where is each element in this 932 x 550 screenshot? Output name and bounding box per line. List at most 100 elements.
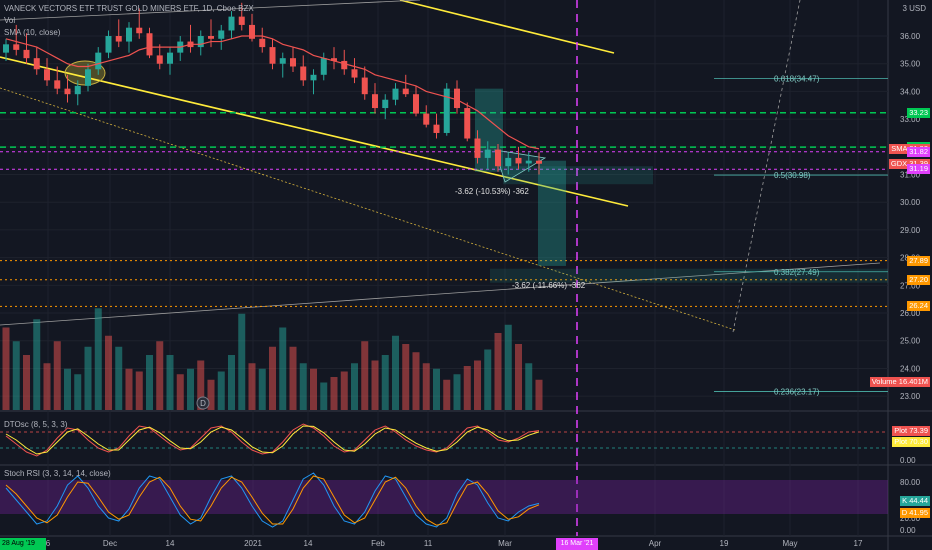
cursor-date-tag: 16 Mar '21 xyxy=(556,538,598,550)
candle-body xyxy=(413,94,419,114)
stoch-tag: D 41.95 xyxy=(899,507,930,518)
candle-body xyxy=(331,58,337,61)
price-tag: 27.20 xyxy=(907,274,930,285)
dtosc-title[interactable]: DTOsc (8, 5, 3, 3) xyxy=(4,420,68,429)
dtosc-legend[interactable]: DTOsc (8, 5, 3, 3) xyxy=(4,420,67,429)
volume-bar xyxy=(320,382,328,410)
volume-bar xyxy=(422,363,430,410)
volume-bar xyxy=(330,377,338,410)
price-tag: GDX 31.39 xyxy=(888,158,930,169)
candle-body xyxy=(23,49,30,59)
left-date-tag: 28 Aug '19 xyxy=(0,538,46,550)
stoch-tick: 0.00 xyxy=(900,526,916,535)
currency-label: 3 USD xyxy=(902,4,926,13)
price-tag: 31.19 xyxy=(907,164,930,175)
volume-bar xyxy=(351,363,358,410)
candle-body xyxy=(341,60,348,70)
earnings-marker xyxy=(196,396,210,410)
candle-body xyxy=(310,74,317,81)
drawing-tools[interactable]: 0.618(34.47) 0.5(30.98) 0.382(27.49) 0.236(… xyxy=(0,0,888,536)
volume-bar xyxy=(248,363,256,410)
axes: 36.0035.0034.0033.0032.0031.0030.0029.00… xyxy=(46,32,921,548)
vol-legend[interactable]: Vol xyxy=(4,16,15,25)
candle-body xyxy=(402,88,409,95)
candle-body xyxy=(290,58,296,67)
volume-bar xyxy=(125,368,133,410)
candle-body xyxy=(95,52,102,70)
candle-body xyxy=(33,58,40,70)
candle-body xyxy=(3,44,9,53)
volume-bar xyxy=(412,352,420,410)
candle-body xyxy=(44,69,50,81)
x-tick-label: 19 xyxy=(720,539,729,548)
candle-body xyxy=(64,88,71,95)
candle-body xyxy=(443,88,450,133)
fib-level-label: 0.236(23.17) xyxy=(774,387,820,396)
volume-bar xyxy=(279,327,287,410)
x-tick-label: 11 xyxy=(424,539,433,548)
volume-bar xyxy=(74,374,82,410)
volume-bar xyxy=(402,344,410,410)
volume-tag: Volume 16.401M xyxy=(869,377,930,387)
candle-body xyxy=(105,36,112,53)
candle-body xyxy=(13,44,20,50)
candle-body xyxy=(423,113,430,125)
price-tick-label: 24.00 xyxy=(900,364,921,373)
fib-level-label: 0.382(27.49) xyxy=(774,268,820,277)
volume-bar xyxy=(433,368,440,410)
channel-line-low xyxy=(0,262,881,326)
volume-bar xyxy=(238,313,246,410)
stoch-title[interactable]: Stoch RSI (3, 3, 14, 14, close) xyxy=(4,469,111,478)
price-tick-label: 34.00 xyxy=(900,87,921,96)
volume-bar xyxy=(371,360,379,410)
price-tick-label: 35.00 xyxy=(900,60,921,69)
candle-body xyxy=(351,69,358,78)
volume-bar xyxy=(535,379,543,410)
volume-bar xyxy=(33,319,41,410)
candle-body xyxy=(320,58,327,75)
candle-body xyxy=(197,36,204,48)
dtosc-tag: Plot 73.39 xyxy=(892,425,930,436)
volume-bar xyxy=(156,341,164,410)
candle-body xyxy=(536,160,542,164)
fib-trend-line xyxy=(732,0,801,333)
volume-bar xyxy=(361,341,369,410)
volume-bar xyxy=(515,344,522,410)
channel-line-high xyxy=(0,0,421,21)
candle-body xyxy=(228,16,235,31)
volume-bar xyxy=(269,346,276,410)
price-tag: 26.24 xyxy=(907,301,930,312)
stoch-tag: K 44.44 xyxy=(900,496,930,507)
measure-range xyxy=(503,166,653,185)
volume-bar xyxy=(443,379,451,410)
price-tag: 27.89 xyxy=(907,255,930,266)
dtosc-k-line xyxy=(5,423,540,457)
candle-body xyxy=(238,16,245,25)
stoch-band xyxy=(0,480,888,514)
vol-label[interactable]: Vol xyxy=(4,16,16,25)
volume-bar xyxy=(135,371,143,410)
oscillator-panes xyxy=(0,423,888,528)
sma-legend[interactable]: SMA (10, close) xyxy=(4,28,60,37)
dtosc-tick: 0.00 xyxy=(900,456,916,465)
price-tick-label: 33.00 xyxy=(900,115,921,124)
x-tick-label: 2021 xyxy=(244,539,262,548)
candle-body xyxy=(249,24,255,39)
earnings-marker-label: D xyxy=(200,399,206,408)
x-tick-label: May xyxy=(782,539,797,548)
symbol-legend[interactable]: VANECK VECTORS ETF TRUST GOLD MINERS ETF… xyxy=(4,4,254,13)
volume-bar xyxy=(207,379,215,410)
stoch-legend[interactable]: Stoch RSI (3, 3, 14, 14, close) xyxy=(4,469,111,478)
sma-label[interactable]: SMA (10, close) xyxy=(4,28,61,37)
price-tick-label: 29.00 xyxy=(900,226,921,235)
price-tick-label: 25.00 xyxy=(900,337,921,346)
volume-bar xyxy=(187,368,194,410)
stoch-d-line xyxy=(5,475,540,526)
volume-bar xyxy=(176,374,184,410)
sma-series xyxy=(5,35,540,150)
symbol-title[interactable]: VANECK VECTORS ETF TRUST GOLD MINERS ETF… xyxy=(4,4,254,13)
price-tag: 31.82 xyxy=(907,146,930,157)
trend-line-lower xyxy=(0,56,629,207)
